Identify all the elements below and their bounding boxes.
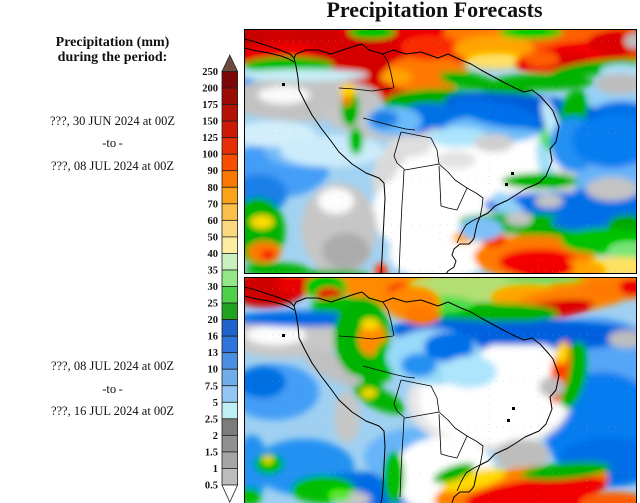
svg-text:16: 16 xyxy=(208,332,219,343)
svg-text:50: 50 xyxy=(208,232,219,243)
svg-text:150: 150 xyxy=(202,117,218,128)
svg-text:25: 25 xyxy=(208,299,219,310)
svg-text:125: 125 xyxy=(202,133,218,144)
svg-text:200: 200 xyxy=(202,84,218,95)
svg-text:10: 10 xyxy=(208,365,219,376)
svg-text:1.5: 1.5 xyxy=(205,447,218,458)
svg-text:90: 90 xyxy=(208,166,219,177)
svg-text:40: 40 xyxy=(208,249,219,260)
svg-text:80: 80 xyxy=(208,183,219,194)
svg-text:0.5: 0.5 xyxy=(205,481,218,492)
svg-text:20: 20 xyxy=(208,315,219,326)
svg-text:35: 35 xyxy=(208,266,219,277)
svg-text:1: 1 xyxy=(213,464,218,475)
svg-text:70: 70 xyxy=(208,199,219,210)
svg-text:2: 2 xyxy=(213,431,218,442)
svg-text:5: 5 xyxy=(213,398,218,409)
svg-text:2.5: 2.5 xyxy=(205,414,218,425)
svg-text:175: 175 xyxy=(202,100,218,111)
svg-text:30: 30 xyxy=(208,282,219,293)
svg-text:250: 250 xyxy=(202,67,218,78)
svg-text:60: 60 xyxy=(208,216,219,227)
svg-text:7.5: 7.5 xyxy=(205,381,218,392)
svg-text:13: 13 xyxy=(208,348,219,359)
svg-text:100: 100 xyxy=(202,150,218,161)
